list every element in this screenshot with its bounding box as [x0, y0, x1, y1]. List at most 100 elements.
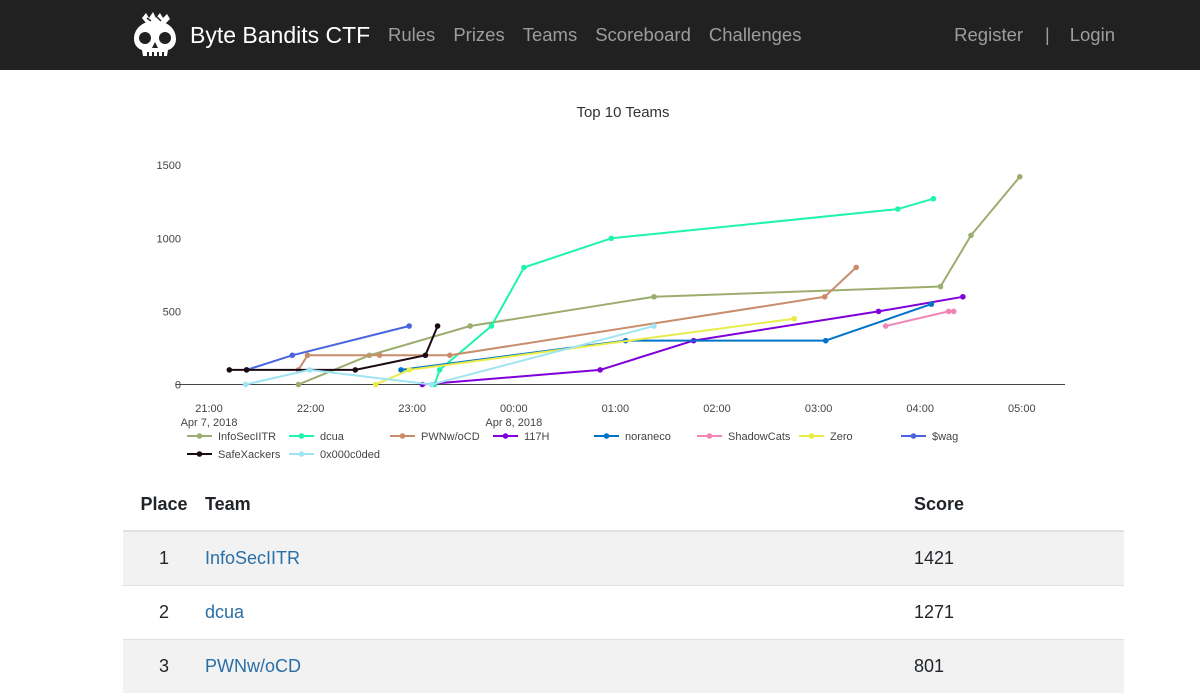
- data-point: [489, 323, 495, 329]
- data-point: [946, 309, 952, 315]
- series-line: [886, 311, 954, 326]
- skull-logo-icon: [130, 12, 180, 58]
- data-point: [1017, 174, 1023, 180]
- x-tick-label: 23:00: [398, 403, 426, 415]
- legend-label: ShadowCats: [728, 431, 791, 443]
- data-point: [960, 294, 966, 300]
- data-point: [227, 367, 233, 373]
- data-point: [373, 382, 379, 388]
- legend-swatch-dot: [604, 433, 610, 439]
- team-link[interactable]: PWNw/oCD: [205, 656, 301, 676]
- data-point: [307, 367, 313, 373]
- main-nav: Rules Prizes Teams Scoreboard Challenges: [388, 0, 819, 70]
- data-point: [243, 382, 249, 388]
- table-row: 3 PWNw/oCD 801: [123, 640, 1124, 693]
- data-point: [876, 309, 882, 315]
- legend-label: Zero: [830, 431, 853, 443]
- legend-swatch-dot: [911, 433, 917, 439]
- legend-label: 117H: [524, 431, 550, 443]
- data-point: [377, 352, 383, 358]
- legend-label: InfoSecIITR: [218, 431, 276, 443]
- x-tick-label: 21:00: [195, 403, 223, 415]
- legend-label: $wag: [932, 431, 958, 443]
- series-line: [298, 177, 1019, 385]
- data-point: [521, 265, 527, 271]
- legend-label: noraneco: [625, 431, 671, 443]
- legend-swatch-dot: [197, 433, 203, 439]
- legend-swatch-dot: [707, 433, 713, 439]
- x-tick-label: 02:00: [703, 403, 731, 415]
- legend-label: dcua: [320, 431, 345, 443]
- nav-separator: |: [1045, 25, 1050, 46]
- y-tick-label: 1500: [157, 160, 181, 172]
- data-point: [353, 367, 359, 373]
- nav-teams[interactable]: Teams: [523, 24, 578, 46]
- data-point: [929, 301, 935, 307]
- nav-login[interactable]: Login: [1070, 24, 1115, 46]
- legend-label: PWNw/oCD: [421, 431, 480, 443]
- data-point: [290, 352, 296, 358]
- row-team: PWNw/oCD: [205, 640, 914, 693]
- auth-nav: Register | Login: [954, 0, 1115, 70]
- brand[interactable]: Byte Bandits CTF: [130, 12, 370, 58]
- data-point: [609, 236, 615, 242]
- row-score: 1271: [914, 586, 1124, 640]
- row-place: 3: [123, 640, 205, 693]
- x-tick-label: 01:00: [602, 403, 630, 415]
- data-point: [853, 265, 859, 271]
- data-point: [406, 323, 412, 329]
- data-point: [467, 323, 473, 329]
- data-point: [305, 352, 311, 358]
- data-point: [244, 367, 250, 373]
- series-line: [229, 326, 437, 370]
- legend-swatch-dot: [299, 433, 305, 439]
- row-place: 2: [123, 586, 205, 640]
- team-link[interactable]: InfoSecIITR: [205, 548, 300, 568]
- nav-rules[interactable]: Rules: [388, 24, 435, 46]
- data-point: [447, 352, 453, 358]
- legend-swatch-dot: [197, 451, 203, 457]
- scoreboard-table: Place Team Score 1 InfoSecIITR 1421 2 dc…: [123, 478, 1124, 693]
- navbar: Byte Bandits CTF Rules Prizes Teams Scor…: [0, 0, 1200, 70]
- data-point: [597, 367, 603, 373]
- x-tick-sublabel: Apr 7, 2018: [181, 417, 238, 429]
- legend-swatch-dot: [400, 433, 406, 439]
- header-team: Team: [205, 478, 914, 531]
- x-tick-label: 04:00: [906, 403, 934, 415]
- data-point: [895, 206, 901, 212]
- x-tick-label: 22:00: [297, 403, 325, 415]
- data-point: [651, 323, 657, 329]
- x-tick-sublabel: Apr 8, 2018: [485, 417, 542, 429]
- nav-challenges[interactable]: Challenges: [709, 24, 802, 46]
- data-point: [791, 316, 797, 322]
- header-place: Place: [123, 478, 205, 531]
- y-tick-label: 0: [175, 380, 181, 392]
- table-header-row: Place Team Score: [123, 478, 1124, 531]
- legend-label: SafeXackers: [218, 449, 281, 461]
- legend-swatch-dot: [503, 433, 509, 439]
- legend-swatch-dot: [299, 451, 305, 457]
- nav-register[interactable]: Register: [954, 24, 1023, 46]
- scoreboard-table-container: Place Team Score 1 InfoSecIITR 1421 2 dc…: [123, 478, 1124, 693]
- data-point: [437, 367, 443, 373]
- x-tick-label: 03:00: [805, 403, 833, 415]
- legend-swatch-dot: [809, 433, 815, 439]
- data-point: [406, 367, 412, 373]
- row-place: 1: [123, 531, 205, 586]
- table-row: 2 dcua 1271: [123, 586, 1124, 640]
- data-point: [822, 294, 828, 300]
- nav-prizes[interactable]: Prizes: [453, 24, 504, 46]
- nav-scoreboard[interactable]: Scoreboard: [595, 24, 691, 46]
- data-point: [951, 309, 957, 315]
- legend-label: 0x000c0ded: [320, 449, 380, 461]
- data-point: [651, 294, 657, 300]
- y-tick-label: 1000: [157, 233, 181, 245]
- row-score: 801: [914, 640, 1124, 693]
- row-team: InfoSecIITR: [205, 531, 914, 586]
- data-point: [435, 323, 441, 329]
- row-team: dcua: [205, 586, 914, 640]
- data-point: [429, 382, 435, 388]
- team-link[interactable]: dcua: [205, 602, 244, 622]
- x-tick-label: 00:00: [500, 403, 528, 415]
